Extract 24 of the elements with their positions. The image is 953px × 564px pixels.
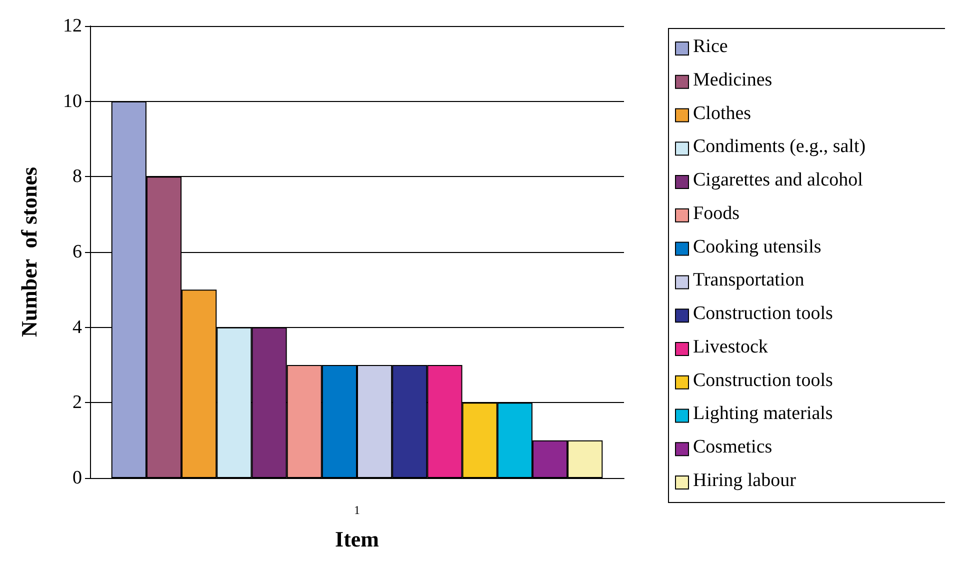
legend-label: Lighting materials bbox=[693, 403, 833, 424]
legend-label: Construction tools bbox=[693, 370, 833, 391]
y-tick-label: 6 bbox=[72, 242, 82, 262]
legend-label: Rice bbox=[693, 36, 728, 57]
legend-label: Livestock bbox=[693, 336, 768, 358]
legend-label: Clothes bbox=[693, 102, 752, 124]
y-tick-label: 2 bbox=[72, 392, 82, 414]
x-tick-label: 1 bbox=[354, 503, 360, 517]
legend-label: Foods bbox=[693, 202, 740, 224]
x-axis-title: Item bbox=[335, 526, 379, 552]
legend-label: Cooking utensils bbox=[693, 236, 822, 258]
legend-label: Hiring labour bbox=[693, 470, 797, 491]
y-tick-label: 10 bbox=[63, 90, 82, 112]
legend-label: Medicines bbox=[693, 69, 772, 90]
y-tick-label: 8 bbox=[72, 166, 82, 188]
legend-label: Cosmetics bbox=[693, 436, 772, 458]
y-tick-label: 4 bbox=[72, 316, 82, 338]
legend-label: Construction tools bbox=[693, 303, 833, 324]
legend-label: Cigarettes and alcohol bbox=[693, 170, 863, 191]
y-tick-label: 0 bbox=[72, 468, 82, 488]
y-axis-title: Number of stones bbox=[16, 166, 42, 338]
legend-label: Condiments (e.g., salt) bbox=[693, 136, 866, 158]
y-tick-label: 12 bbox=[63, 16, 82, 36]
legend-label: Transportation bbox=[693, 270, 805, 291]
